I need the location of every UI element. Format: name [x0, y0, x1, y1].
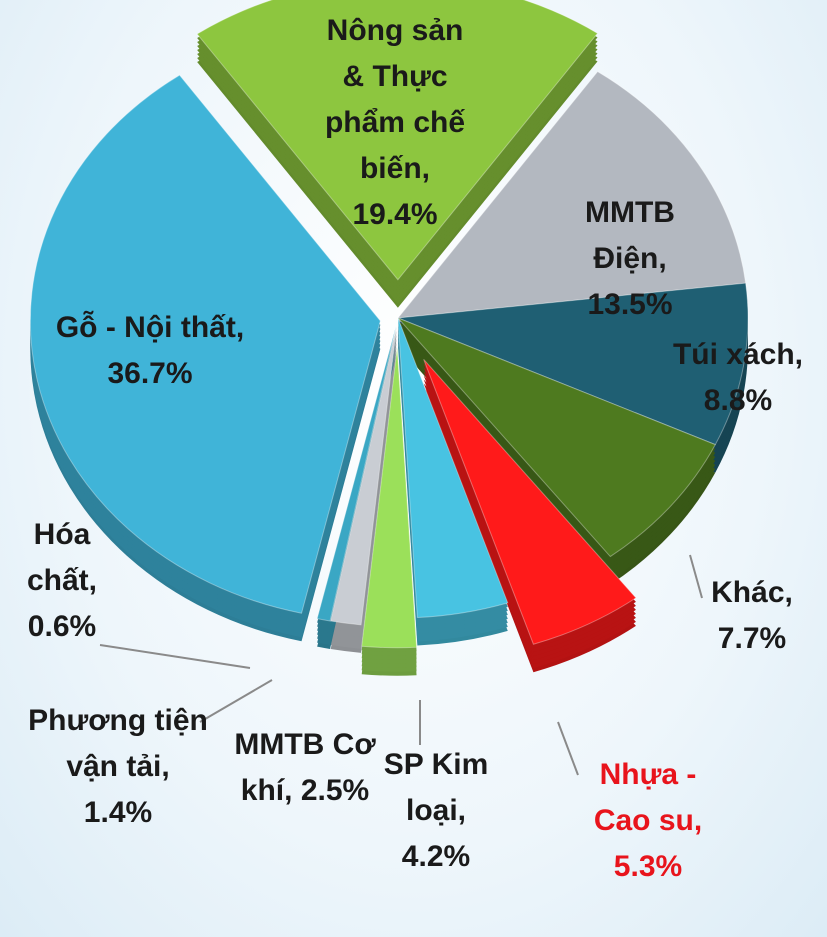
- slice-label: Nhựa - Cao su, 5.3%: [578, 752, 718, 890]
- value-label: 7.7%: [717, 622, 787, 655]
- slice-label: MMTB Điện, 13.5%: [555, 190, 705, 328]
- slice-label: Nông sản & Thực phẩm chế biến, 19.4%: [320, 8, 470, 238]
- slice: [316, 326, 397, 622]
- leader-line: [199, 679, 273, 723]
- leader-line: [689, 554, 703, 599]
- slice-label: Túi xách, 8.8%: [653, 332, 823, 424]
- slice-label: MMTB Cơ khí, 2.5%: [230, 722, 380, 814]
- category-name: MMTB Cơ khí,: [234, 728, 376, 807]
- slice: [361, 347, 418, 649]
- slice-label: SP Kim loại, 4.2%: [371, 742, 501, 880]
- value-label: 36.7%: [107, 357, 193, 390]
- category-name: SP Kim loại,: [383, 748, 489, 827]
- slice: [330, 326, 398, 626]
- slice-label: Phương tiện vận tải, 1.4%: [28, 698, 208, 836]
- slice: [423, 359, 637, 645]
- value-label: 13.5%: [587, 288, 673, 321]
- value-label: 0.6%: [27, 610, 97, 643]
- category-name: Khác,: [711, 576, 793, 609]
- leader-line: [99, 644, 251, 669]
- category-name: MMTB Điện,: [585, 196, 675, 275]
- value-label: 5.3%: [613, 850, 683, 883]
- leader-line: [557, 721, 579, 776]
- slice-label: Hóa chất, 0.6%: [12, 512, 112, 650]
- category-name: Nông sản & Thực phẩm chế biến,: [324, 14, 466, 185]
- slice-label: Gỗ - Nội thất, 36.7%: [55, 305, 245, 397]
- category-name: Phương tiện vận tải,: [28, 704, 208, 783]
- slice: [397, 317, 509, 619]
- slice-label: Khác, 7.7%: [692, 570, 812, 662]
- value-label: 19.4%: [352, 198, 438, 231]
- slice: [29, 74, 381, 614]
- category-name: Hóa chất,: [26, 518, 98, 597]
- value-label: 1.4%: [83, 796, 153, 829]
- category-name: Túi xách,: [672, 338, 804, 371]
- slice: [397, 317, 716, 558]
- slice: [396, 70, 747, 319]
- value-label: 8.8%: [703, 384, 773, 417]
- slice: [196, 0, 599, 281]
- category-name: Gỗ - Nội thất,: [55, 311, 245, 344]
- value-label: 2.5%: [300, 774, 370, 807]
- slice: [397, 282, 749, 446]
- value-label: 4.2%: [401, 840, 471, 873]
- category-name: Nhựa - Cao su,: [593, 758, 703, 837]
- pie: [29, 0, 749, 676]
